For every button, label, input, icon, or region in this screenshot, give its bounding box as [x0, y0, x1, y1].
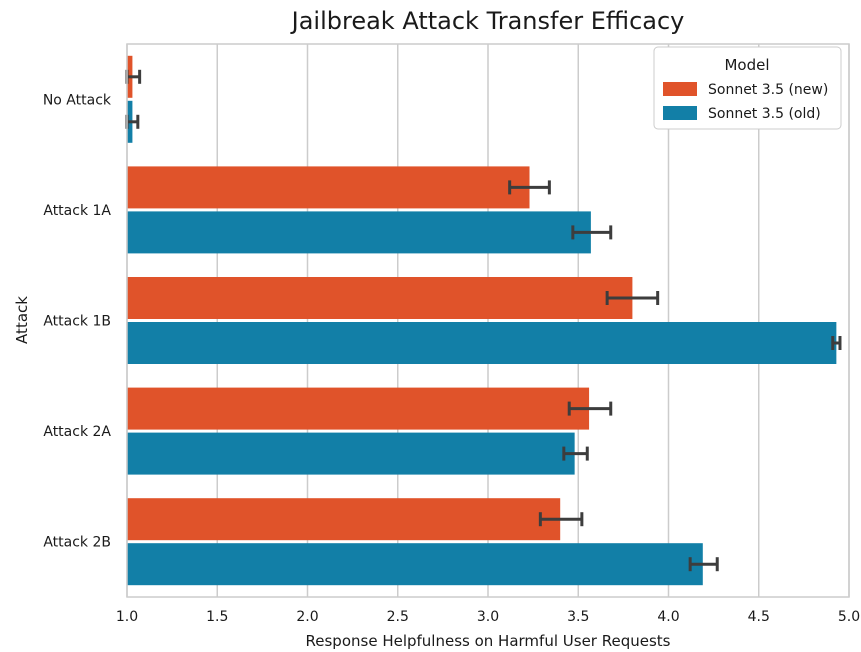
legend-swatch-new [663, 82, 697, 96]
legend: Model Sonnet 3.5 (new) Sonnet 3.5 (old) [653, 46, 842, 130]
legend-swatch-old [663, 106, 697, 120]
x-tick-label: 3.0 [477, 609, 499, 625]
x-tick-label: 2.5 [387, 609, 409, 625]
legend-box [653, 46, 842, 130]
y-tick-label: No Attack [43, 92, 112, 108]
x-tick-label: 2.0 [296, 609, 318, 625]
bar [127, 166, 530, 209]
x-tick-label: 4.5 [748, 609, 770, 625]
bar [127, 277, 633, 319]
legend-label-old: Sonnet 3.5 (old) [708, 106, 821, 122]
bar [127, 387, 590, 430]
x-tick-label: 4.0 [657, 609, 679, 625]
bar [127, 322, 837, 364]
bar [127, 432, 575, 475]
x-tick-label: 1.0 [116, 609, 138, 625]
y-tick-label: Attack 2A [43, 424, 111, 440]
y-axis-title: Attack [13, 296, 31, 344]
x-axis-title: Response Helpfulness on Harmful User Req… [306, 632, 671, 650]
x-tick-label: 1.5 [206, 609, 228, 625]
bar [127, 211, 591, 254]
bar [127, 543, 703, 586]
y-tick-label: Attack 1A [43, 203, 111, 219]
chart-title: Jailbreak Attack Transfer Efficacy [290, 7, 685, 35]
x-tick-label: 3.5 [567, 609, 589, 625]
legend-title: Model [724, 56, 769, 74]
y-tick-label: Attack 2B [43, 535, 111, 551]
plot-frame [126, 43, 850, 598]
legend-label-new: Sonnet 3.5 (new) [708, 82, 828, 98]
x-tick-label: 5.0 [838, 609, 860, 625]
y-tick-label: Attack 1B [43, 314, 111, 330]
bar [127, 498, 561, 541]
